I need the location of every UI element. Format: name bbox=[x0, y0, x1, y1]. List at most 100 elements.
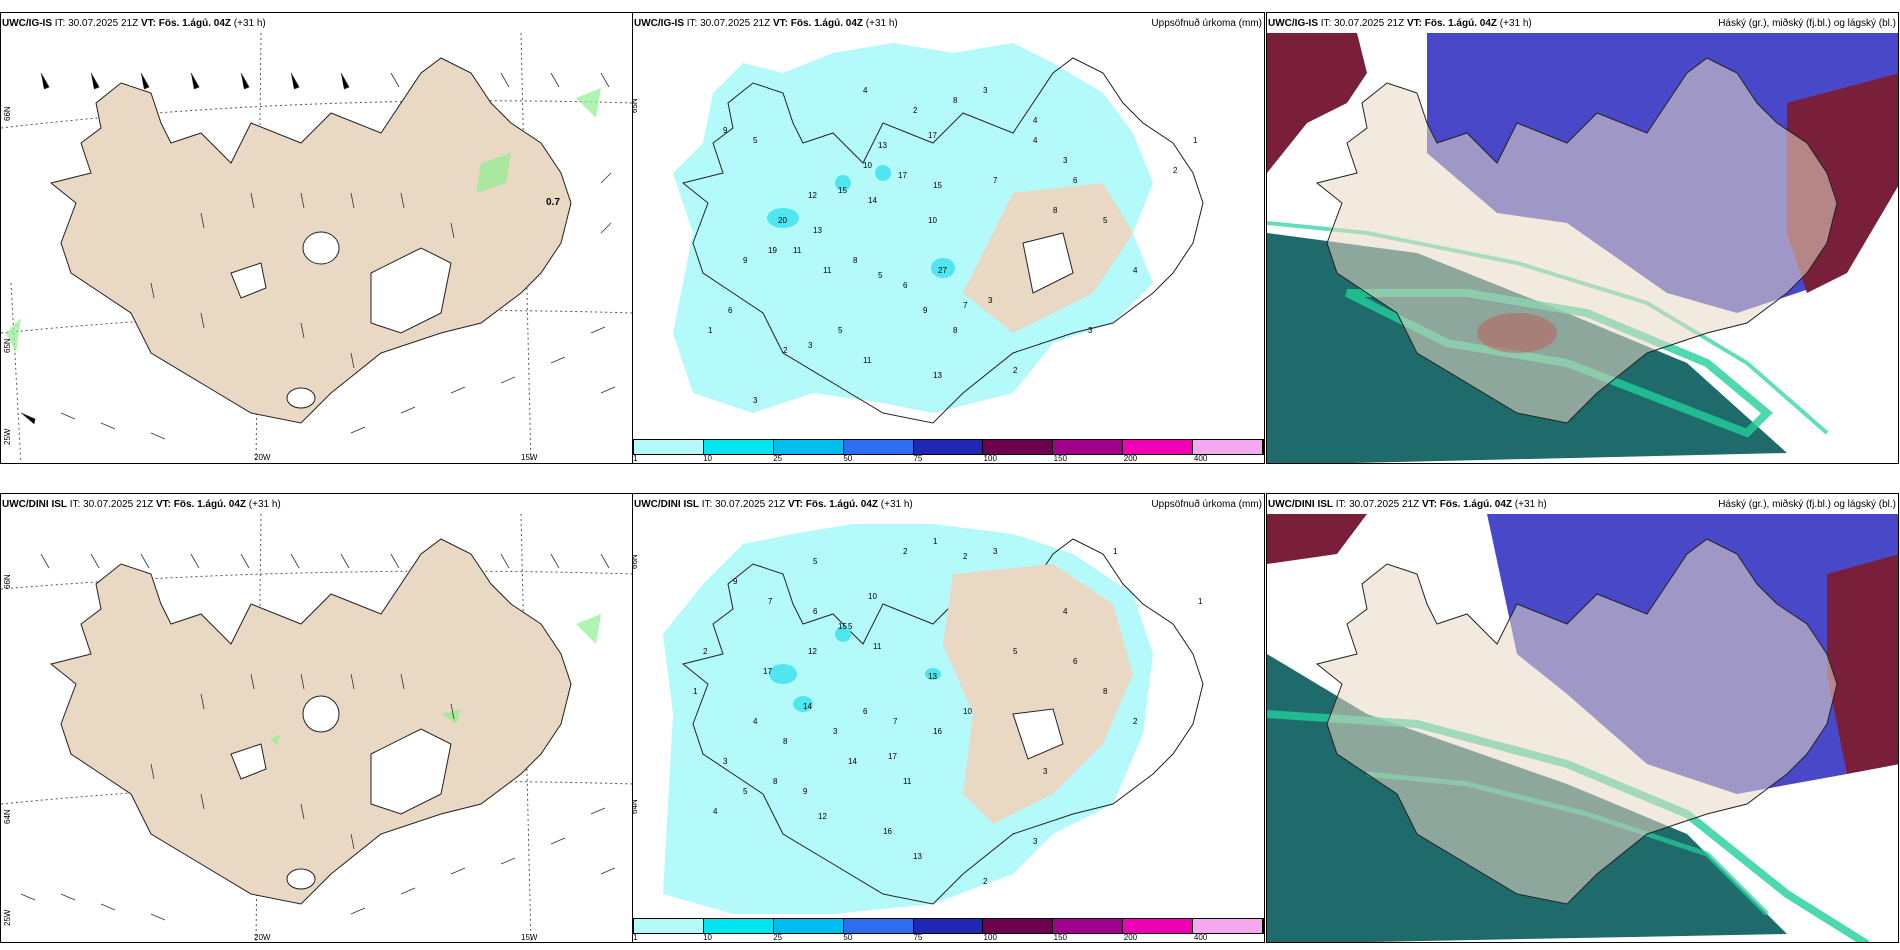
glacier bbox=[230, 262, 267, 299]
svg-text:19: 19 bbox=[768, 246, 777, 255]
svg-text:5: 5 bbox=[753, 136, 758, 145]
svg-text:17: 17 bbox=[898, 171, 907, 180]
svg-text:13: 13 bbox=[813, 226, 822, 235]
svg-text:9: 9 bbox=[733, 577, 738, 586]
svg-text:1: 1 bbox=[933, 537, 938, 546]
svg-text:13: 13 bbox=[933, 371, 942, 380]
colorbar-cell bbox=[1053, 919, 1124, 933]
cloud-title: Háský (gr.), miðský (fj.bl.) og lágský (… bbox=[1718, 18, 1896, 29]
svg-text:11: 11 bbox=[873, 642, 882, 651]
lat-label: 65N bbox=[3, 338, 12, 353]
colorbar-cell bbox=[1123, 919, 1194, 933]
cloud-map bbox=[1267, 514, 1898, 942]
svg-text:10: 10 bbox=[928, 216, 937, 225]
svg-text:5: 5 bbox=[878, 271, 883, 280]
precip-title: Uppsöfnuð úrkoma (mm) bbox=[1151, 499, 1262, 510]
svg-text:8: 8 bbox=[1103, 687, 1108, 696]
svg-text:14: 14 bbox=[848, 757, 857, 766]
lon-label: 25W bbox=[3, 428, 12, 445]
svg-text:2: 2 bbox=[703, 647, 708, 656]
colorbar-cell bbox=[1053, 440, 1124, 454]
svg-text:2: 2 bbox=[783, 346, 788, 355]
lon-label: 20W bbox=[254, 453, 271, 462]
colorbar-label: 150 bbox=[1053, 454, 1068, 463]
svg-text:15: 15 bbox=[838, 622, 847, 631]
cloud-map bbox=[1267, 33, 1898, 463]
lat-label: 66N bbox=[3, 574, 12, 589]
cloud-title: Háský (gr.), miðský (fj.bl.) og lágský (… bbox=[1718, 499, 1896, 510]
colorbar-label: 50 bbox=[843, 933, 853, 942]
precip-values: 4 2 8 3 4 9 5 13 17 10 17 15 14 15 12 20… bbox=[708, 86, 1198, 405]
svg-text:3: 3 bbox=[983, 86, 988, 95]
panel-cloud-row1: UWC/IG-IS IT: 30.07.2025 21Z VT: Fös. 1.… bbox=[1266, 12, 1899, 464]
svg-text:13: 13 bbox=[928, 672, 937, 681]
colorbar-cell bbox=[773, 919, 844, 933]
colorbar-cell bbox=[703, 919, 774, 933]
coastline bbox=[681, 538, 1204, 905]
colorbar-label: 100 bbox=[983, 454, 997, 463]
colorbar-label: 200 bbox=[1123, 933, 1138, 942]
svg-text:12: 12 bbox=[808, 647, 817, 656]
svg-text:7: 7 bbox=[963, 301, 968, 310]
lon-label: 20W bbox=[254, 933, 271, 942]
svg-text:6: 6 bbox=[863, 707, 868, 716]
svg-text:8: 8 bbox=[773, 777, 778, 786]
colorbar-cell bbox=[1193, 919, 1264, 933]
wind-barbs bbox=[20, 553, 616, 921]
svg-text:12: 12 bbox=[808, 191, 817, 200]
panel-title: UWC/IG-IS IT: 30.07.2025 21Z VT: Fös. 1.… bbox=[2, 18, 266, 29]
svg-text:9: 9 bbox=[923, 306, 928, 315]
panel-cloud-row2: UWC/DINI ISL IT: 30.07.2025 21Z VT: Fös.… bbox=[1266, 493, 1899, 943]
svg-text:9: 9 bbox=[723, 126, 728, 135]
svg-text:4: 4 bbox=[753, 717, 758, 726]
precip-map: 2 1 2 3 5 9 7 6 10 5 11 15 12 17 13 14 1… bbox=[663, 524, 1204, 914]
svg-text:2: 2 bbox=[983, 877, 988, 886]
svg-text:5: 5 bbox=[743, 787, 748, 796]
lat-label: 66N bbox=[632, 554, 639, 569]
svg-text:9: 9 bbox=[803, 787, 808, 796]
coastline bbox=[681, 57, 1204, 424]
svg-text:3: 3 bbox=[753, 396, 758, 405]
svg-text:1: 1 bbox=[708, 326, 713, 335]
colorbar-label: 10 bbox=[703, 454, 713, 463]
panel-precip-row2: UWC/DINI ISL IT: 30.07.2025 21Z VT: Fös.… bbox=[632, 493, 1265, 943]
svg-text:3: 3 bbox=[723, 757, 728, 766]
svg-text:6: 6 bbox=[1073, 176, 1078, 185]
panel-wind-row1: UWC/IG-IS IT: 30.07.2025 21Z VT: Fös. 1.… bbox=[0, 12, 633, 464]
svg-text:17: 17 bbox=[888, 752, 897, 761]
lon-label: 25W bbox=[3, 909, 12, 926]
panel-title: UWC/DINI ISL IT: 30.07.2025 21Z VT: Fös.… bbox=[2, 499, 281, 510]
iceland-land bbox=[1315, 57, 1838, 424]
colorbar: 1 10 25 50 75 100 150 200 400 bbox=[633, 918, 1264, 942]
panel-title: UWC/IG-IS IT: 30.07.2025 21Z VT: Fös. 1.… bbox=[1268, 18, 1532, 29]
wind-barbs bbox=[20, 72, 616, 440]
lat-label: 66N bbox=[3, 106, 12, 121]
lat-label: 64N bbox=[632, 799, 639, 814]
svg-text:10: 10 bbox=[963, 707, 972, 716]
svg-text:8: 8 bbox=[853, 256, 858, 265]
colorbar-label: 400 bbox=[1193, 933, 1208, 942]
svg-text:15: 15 bbox=[933, 181, 942, 190]
lat-label: 64N bbox=[3, 809, 12, 824]
glacier bbox=[302, 231, 340, 265]
svg-text:6: 6 bbox=[1073, 657, 1078, 666]
glacier bbox=[1022, 232, 1074, 294]
svg-text:13: 13 bbox=[878, 141, 887, 150]
svg-text:2: 2 bbox=[913, 106, 918, 115]
colorbar-label: 200 bbox=[1123, 454, 1138, 463]
svg-text:6: 6 bbox=[903, 281, 908, 290]
colorbar-label: 25 bbox=[773, 933, 783, 942]
svg-text:14: 14 bbox=[803, 702, 812, 711]
svg-text:4: 4 bbox=[1033, 136, 1038, 145]
svg-text:11: 11 bbox=[793, 246, 802, 255]
lon-label: 15W bbox=[521, 453, 538, 462]
high-cloud bbox=[1267, 514, 1367, 564]
colorbar-label: 100 bbox=[983, 933, 997, 942]
svg-text:15: 15 bbox=[838, 186, 847, 195]
colorbar-cell bbox=[913, 440, 984, 454]
colorbar-label: 10 bbox=[703, 933, 713, 942]
svg-text:7: 7 bbox=[993, 176, 998, 185]
svg-text:8: 8 bbox=[953, 96, 958, 105]
svg-text:2: 2 bbox=[903, 547, 908, 556]
svg-text:17: 17 bbox=[763, 667, 772, 676]
